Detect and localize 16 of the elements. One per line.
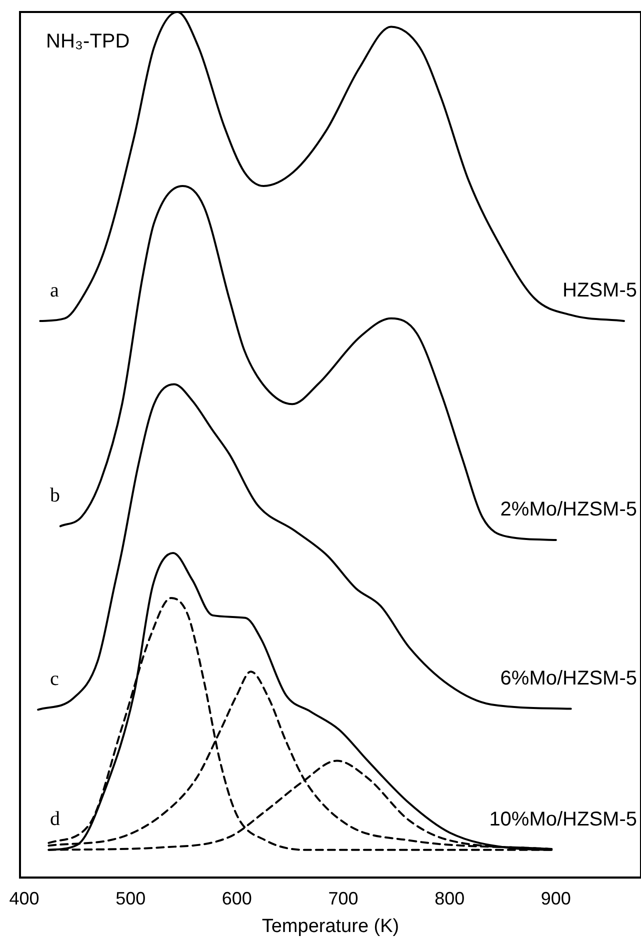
x-axis-title: Temperature (K) [262, 916, 400, 937]
x-tick-label: 600 [222, 888, 252, 908]
annotation: b [50, 484, 60, 506]
series-label: 6%Mo/HZSM-5 [500, 667, 637, 690]
series-label: 2%Mo/HZSM-5 [500, 498, 637, 521]
annotation: c [50, 668, 59, 690]
x-tick-label: 700 [328, 888, 358, 908]
x-tick-label: 400 [9, 888, 40, 908]
x-tick-label: 800 [434, 888, 465, 908]
annotation: d [50, 808, 60, 830]
x-tick-label: 500 [116, 888, 146, 908]
series-label: 10%Mo/HZSM-5 [489, 808, 637, 830]
series-label: HZSM-5 [562, 280, 637, 302]
annotation: NH₃-TPD [46, 30, 130, 53]
annotation: a [50, 279, 59, 302]
x-tick-label: 900 [540, 888, 571, 908]
